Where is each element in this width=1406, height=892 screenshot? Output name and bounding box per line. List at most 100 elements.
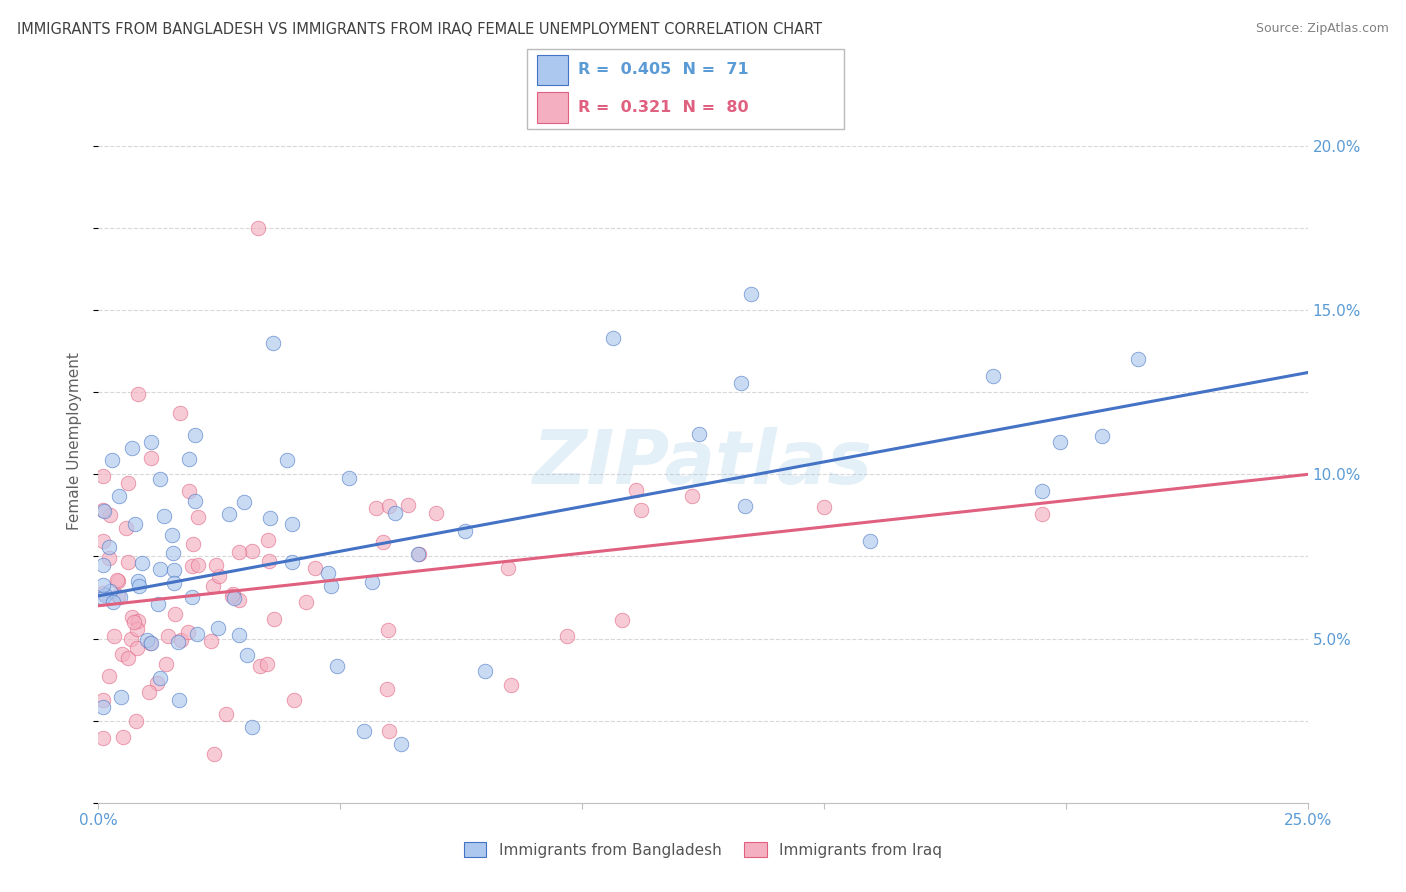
- Point: [425, 506, 447, 520]
- Point: [146, 597, 169, 611]
- Point: [167, 634, 190, 648]
- Point: [177, 624, 200, 639]
- Point: [121, 609, 143, 624]
- Text: Source: ZipAtlas.com: Source: ZipAtlas.com: [1256, 22, 1389, 36]
- Point: [221, 589, 243, 603]
- Point: [149, 472, 172, 486]
- Point: [228, 544, 250, 558]
- Point: [91, 469, 114, 483]
- Point: [107, 574, 129, 589]
- Point: [624, 483, 647, 498]
- Point: [259, 511, 281, 525]
- Point: [1128, 352, 1150, 367]
- Text: R =  0.321  N =  80: R = 0.321 N = 80: [578, 100, 748, 115]
- Point: [734, 499, 756, 513]
- Point: [318, 566, 340, 580]
- Point: [396, 498, 419, 512]
- Point: [163, 576, 186, 591]
- Point: [183, 537, 205, 551]
- Point: [94, 588, 117, 602]
- Point: [184, 427, 207, 442]
- Point: [111, 730, 134, 744]
- Point: [256, 533, 278, 547]
- Point: [167, 693, 190, 707]
- Point: [131, 557, 153, 571]
- Point: [602, 331, 624, 345]
- Point: [200, 633, 222, 648]
- Point: [555, 629, 578, 643]
- Point: [389, 737, 412, 751]
- Point: [326, 659, 349, 673]
- Point: [141, 450, 163, 465]
- Point: [406, 548, 429, 562]
- Point: [202, 579, 225, 593]
- Text: IMMIGRANTS FROM BANGLADESH VS IMMIGRANTS FROM IRAQ FEMALE UNEMPLOYMENT CORRELATI: IMMIGRANTS FROM BANGLADESH VS IMMIGRANTS…: [17, 22, 823, 37]
- Point: [149, 561, 172, 575]
- Point: [249, 659, 271, 673]
- Point: [91, 577, 114, 591]
- Point: [117, 651, 139, 665]
- Point: [153, 508, 176, 523]
- Point: [215, 706, 238, 721]
- Point: [177, 483, 200, 498]
- Point: [91, 693, 114, 707]
- Point: [242, 720, 264, 734]
- Point: [149, 671, 172, 685]
- Point: [125, 622, 148, 636]
- Point: [232, 495, 254, 509]
- Point: [453, 524, 475, 539]
- Point: [281, 516, 304, 531]
- Point: [105, 574, 128, 588]
- Point: [145, 676, 167, 690]
- Point: [319, 579, 342, 593]
- Point: [97, 669, 120, 683]
- Point: [108, 489, 131, 503]
- Point: [259, 554, 281, 568]
- Point: [111, 647, 134, 661]
- Point: [218, 507, 240, 521]
- Point: [730, 376, 752, 391]
- Point: [127, 615, 149, 629]
- Point: [117, 555, 139, 569]
- Point: [408, 547, 430, 561]
- Point: [115, 520, 138, 534]
- Point: [498, 561, 520, 575]
- Point: [122, 615, 145, 629]
- Point: [222, 586, 245, 600]
- Point: [207, 621, 229, 635]
- Text: ZIPatlas: ZIPatlas: [533, 426, 873, 500]
- Point: [125, 714, 148, 728]
- Point: [228, 628, 250, 642]
- Point: [139, 635, 162, 649]
- Point: [91, 503, 114, 517]
- Point: [295, 595, 318, 609]
- Point: [97, 550, 120, 565]
- Point: [110, 690, 132, 704]
- Point: [281, 555, 304, 569]
- Y-axis label: Female Unemployment: Female Unemployment: [67, 352, 83, 531]
- Point: [375, 681, 398, 696]
- Point: [377, 723, 399, 738]
- Point: [91, 534, 114, 549]
- Point: [100, 453, 122, 467]
- Point: [205, 558, 228, 572]
- Point: [688, 426, 710, 441]
- Point: [981, 368, 1004, 383]
- Point: [179, 452, 201, 467]
- Point: [162, 546, 184, 560]
- Point: [228, 593, 250, 607]
- Point: [263, 612, 285, 626]
- Point: [186, 627, 208, 641]
- Point: [256, 657, 278, 671]
- FancyBboxPatch shape: [527, 49, 844, 129]
- Point: [98, 584, 121, 599]
- Point: [202, 747, 225, 761]
- Point: [101, 595, 124, 609]
- Point: [160, 528, 183, 542]
- Point: [128, 579, 150, 593]
- Point: [136, 632, 159, 647]
- Point: [262, 336, 284, 351]
- Text: R =  0.405  N =  71: R = 0.405 N = 71: [578, 62, 748, 78]
- Point: [378, 499, 401, 513]
- Point: [181, 558, 204, 573]
